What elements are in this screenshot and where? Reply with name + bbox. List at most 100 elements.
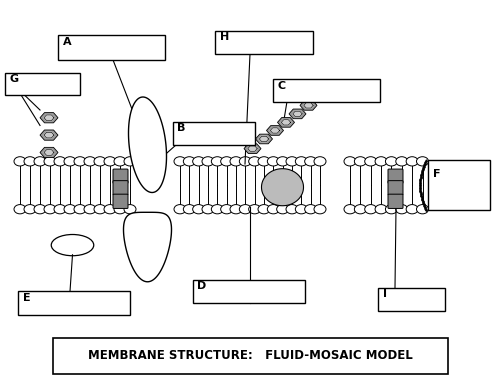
Circle shape (64, 205, 76, 214)
Circle shape (202, 157, 214, 166)
Circle shape (24, 205, 36, 214)
Text: A: A (62, 37, 71, 47)
Polygon shape (282, 120, 290, 125)
Circle shape (44, 157, 56, 166)
Text: H: H (220, 32, 229, 42)
Circle shape (212, 205, 224, 214)
Circle shape (296, 205, 308, 214)
Circle shape (258, 205, 270, 214)
Circle shape (74, 205, 86, 214)
Ellipse shape (52, 234, 94, 256)
FancyBboxPatch shape (5, 73, 80, 95)
FancyBboxPatch shape (58, 35, 165, 60)
Circle shape (174, 205, 186, 214)
Circle shape (304, 205, 316, 214)
Circle shape (54, 157, 66, 166)
Polygon shape (40, 147, 58, 157)
Circle shape (375, 205, 387, 214)
Circle shape (248, 205, 260, 214)
Circle shape (268, 157, 280, 166)
FancyBboxPatch shape (388, 194, 403, 208)
Polygon shape (300, 100, 317, 110)
Circle shape (220, 205, 232, 214)
Circle shape (104, 205, 116, 214)
FancyBboxPatch shape (113, 169, 128, 183)
FancyBboxPatch shape (388, 169, 403, 183)
Circle shape (24, 157, 36, 166)
Circle shape (296, 157, 308, 166)
Circle shape (314, 157, 326, 166)
Circle shape (84, 205, 96, 214)
Circle shape (406, 157, 418, 166)
Circle shape (124, 157, 136, 166)
FancyBboxPatch shape (192, 280, 305, 303)
Circle shape (44, 205, 56, 214)
Polygon shape (278, 117, 294, 127)
Circle shape (94, 205, 106, 214)
FancyBboxPatch shape (113, 181, 128, 195)
Polygon shape (304, 103, 313, 108)
Circle shape (14, 205, 26, 214)
Text: B: B (178, 123, 186, 133)
Polygon shape (256, 134, 272, 144)
Circle shape (184, 157, 196, 166)
Circle shape (304, 157, 316, 166)
Text: F: F (432, 169, 440, 179)
Text: G: G (10, 74, 19, 84)
Circle shape (364, 157, 376, 166)
Circle shape (174, 157, 186, 166)
Polygon shape (266, 125, 283, 135)
Circle shape (354, 205, 366, 214)
Circle shape (34, 157, 46, 166)
Polygon shape (289, 109, 306, 119)
Circle shape (114, 205, 126, 214)
FancyBboxPatch shape (272, 79, 380, 102)
Circle shape (202, 205, 214, 214)
Circle shape (192, 157, 204, 166)
FancyBboxPatch shape (172, 122, 255, 145)
Circle shape (104, 157, 116, 166)
Circle shape (268, 205, 280, 214)
Circle shape (248, 157, 260, 166)
Circle shape (344, 157, 356, 166)
FancyBboxPatch shape (113, 194, 128, 208)
Polygon shape (40, 113, 58, 123)
Circle shape (396, 157, 408, 166)
Text: E: E (22, 293, 30, 303)
Circle shape (416, 157, 428, 166)
Polygon shape (262, 169, 304, 206)
FancyBboxPatch shape (378, 288, 445, 311)
Circle shape (258, 157, 270, 166)
Text: I: I (382, 289, 386, 299)
Polygon shape (124, 212, 172, 282)
Circle shape (124, 205, 136, 214)
Circle shape (375, 157, 387, 166)
Circle shape (344, 205, 356, 214)
Polygon shape (44, 115, 54, 120)
Circle shape (240, 157, 252, 166)
FancyBboxPatch shape (428, 160, 490, 210)
Circle shape (84, 157, 96, 166)
Circle shape (364, 205, 376, 214)
Circle shape (94, 157, 106, 166)
Circle shape (286, 157, 298, 166)
Polygon shape (270, 128, 280, 133)
FancyBboxPatch shape (18, 291, 130, 315)
Circle shape (14, 157, 26, 166)
Circle shape (240, 205, 252, 214)
Polygon shape (293, 111, 302, 117)
Circle shape (220, 157, 232, 166)
Circle shape (354, 157, 366, 166)
Text: MEMBRANE STRUCTURE:   FLUID-MOSAIC MODEL: MEMBRANE STRUCTURE: FLUID-MOSAIC MODEL (88, 349, 412, 362)
FancyBboxPatch shape (388, 181, 403, 195)
Polygon shape (128, 97, 166, 193)
Circle shape (184, 205, 196, 214)
Circle shape (276, 205, 288, 214)
Polygon shape (248, 146, 257, 151)
Circle shape (386, 157, 398, 166)
Circle shape (276, 157, 288, 166)
Circle shape (34, 205, 46, 214)
Circle shape (406, 205, 418, 214)
Circle shape (386, 205, 398, 214)
Circle shape (64, 157, 76, 166)
